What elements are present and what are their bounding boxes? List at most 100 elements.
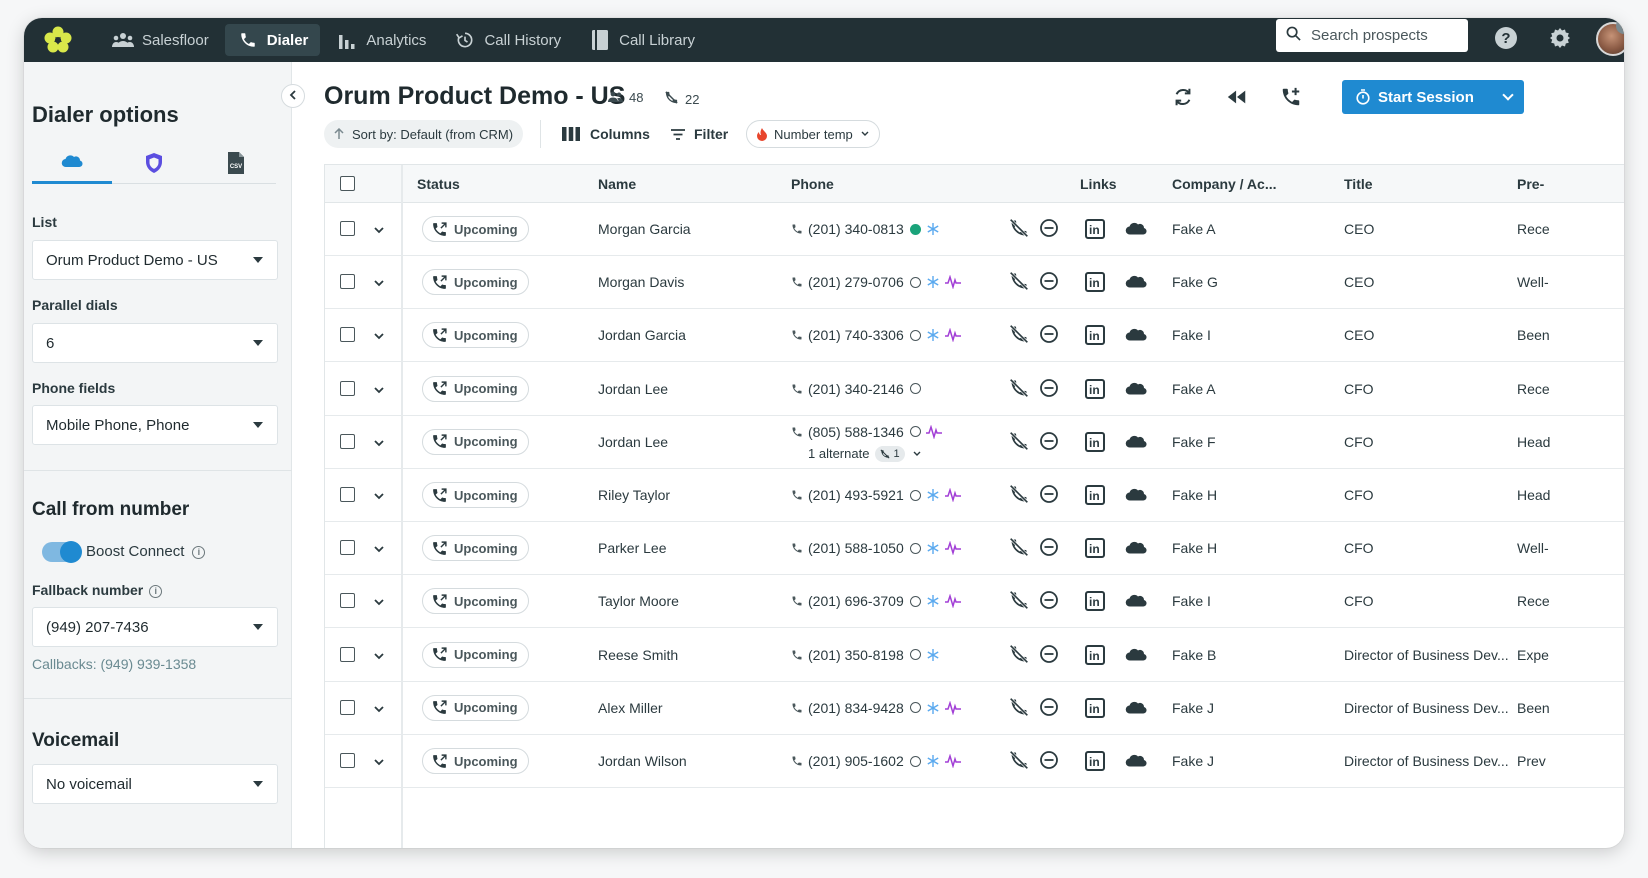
header-company[interactable]: Company / Ac... <box>1172 176 1277 192</box>
select-all-checkbox[interactable] <box>340 176 355 191</box>
info-icon[interactable]: i <box>149 584 163 598</box>
nav-salesfloor[interactable]: Salesfloor <box>100 24 221 56</box>
chevron-down-icon[interactable] <box>373 595 385 607</box>
salesforce-cloud-icon[interactable] <box>1125 221 1147 237</box>
info-icon[interactable]: i <box>192 545 206 559</box>
orum-logo-icon[interactable] <box>38 25 78 55</box>
phone-number[interactable]: (805) 588-1346 <box>791 424 942 440</box>
skip-icon[interactable] <box>1039 324 1061 346</box>
do-not-call-icon[interactable] <box>1009 750 1031 772</box>
row-checkbox[interactable] <box>340 593 355 609</box>
company-name[interactable]: Fake F <box>1172 433 1216 450</box>
salesforce-cloud-icon[interactable] <box>1125 434 1147 450</box>
phone-number[interactable]: (201) 696-3709 <box>791 593 961 609</box>
company-name[interactable]: Fake H <box>1172 540 1218 557</box>
company-name[interactable]: Fake I <box>1172 593 1211 610</box>
header-title[interactable]: Title <box>1344 176 1373 192</box>
help-icon[interactable]: ? <box>1494 26 1518 50</box>
phone-number[interactable]: (201) 740-3306 <box>791 327 961 343</box>
salesforce-cloud-icon[interactable] <box>1125 753 1147 769</box>
do-not-call-icon[interactable] <box>1009 590 1031 612</box>
list-select[interactable]: Orum Product Demo - US <box>32 240 278 280</box>
do-not-call-icon[interactable] <box>1009 537 1031 559</box>
do-not-call-icon[interactable] <box>1009 484 1031 506</box>
phone-number[interactable]: (201) 279-0706 <box>791 274 961 290</box>
prospect-name[interactable]: Jordan Lee <box>598 433 669 450</box>
salesforce-cloud-icon[interactable] <box>1125 700 1147 716</box>
chevron-down-icon[interactable] <box>373 436 385 448</box>
table-row[interactable]: Upcoming Riley Taylor (201) 493-5921 in Fake… <box>325 469 1624 522</box>
do-not-call-icon[interactable] <box>1009 324 1031 346</box>
do-not-call-icon[interactable] <box>1009 271 1031 293</box>
prospect-name[interactable]: Jordan Wilson <box>598 753 687 769</box>
status-badge[interactable]: Upcoming <box>422 641 529 668</box>
table-row[interactable]: Upcoming Jordan Lee (201) 340-2146 in Fake A… <box>325 362 1624 416</box>
header-name[interactable]: Name <box>598 176 637 192</box>
prospect-name[interactable]: Morgan Davis <box>598 274 685 291</box>
linkedin-icon[interactable]: in <box>1085 431 1105 452</box>
refresh-icon[interactable] <box>1172 86 1196 110</box>
phone-number[interactable]: (201) 493-5921 <box>791 487 961 503</box>
company-name[interactable]: Fake I <box>1172 327 1211 344</box>
do-not-call-icon[interactable] <box>1009 218 1031 240</box>
salesforce-cloud-icon[interactable] <box>1125 540 1147 556</box>
status-badge[interactable]: Upcoming <box>422 269 529 296</box>
table-row[interactable]: Upcoming Jordan Wilson (201) 905-1602 in Fak… <box>325 735 1624 788</box>
company-name[interactable]: Fake B <box>1172 646 1217 663</box>
table-row[interactable]: Upcoming Parker Lee (201) 588-1050 in Fake H… <box>325 522 1624 576</box>
row-checkbox[interactable] <box>340 221 355 236</box>
phone-number[interactable]: (201) 340-2146 <box>791 381 921 397</box>
chevron-down-icon[interactable] <box>373 223 385 235</box>
phone-fields-select[interactable]: Mobile Phone, Phone <box>32 405 278 445</box>
phone-number[interactable]: (201) 340-0813 <box>791 221 940 237</box>
header-links[interactable]: Links <box>1080 176 1117 192</box>
company-name[interactable]: Fake J <box>1172 753 1215 769</box>
voicemail-select[interactable]: No voicemail <box>32 764 278 804</box>
start-session-button[interactable]: Start Session <box>1342 80 1524 114</box>
linkedin-icon[interactable]: in <box>1085 219 1105 239</box>
salesforce-cloud-icon[interactable] <box>1125 327 1147 343</box>
table-row[interactable]: Upcoming Alex Miller (201) 834-9428 in Fake … <box>325 681 1624 735</box>
header-phone[interactable]: Phone <box>791 176 834 192</box>
table-row[interactable]: Upcoming Reese Smith (201) 350-8198 in Fake … <box>325 628 1624 682</box>
chevron-down-icon[interactable] <box>373 276 385 288</box>
table-row[interactable]: Upcoming Jordan Garcia (201) 740-3306 in Fak… <box>325 309 1624 363</box>
collapse-sidebar-button[interactable] <box>281 84 305 108</box>
company-name[interactable]: Fake A <box>1172 221 1216 237</box>
company-name[interactable]: Fake J <box>1172 699 1215 716</box>
row-checkbox[interactable] <box>340 487 355 502</box>
status-badge[interactable]: Upcoming <box>422 375 529 402</box>
row-checkbox[interactable] <box>340 274 355 290</box>
row-checkbox[interactable] <box>340 753 355 768</box>
do-not-call-icon[interactable] <box>1009 378 1031 400</box>
skip-icon[interactable] <box>1039 431 1061 453</box>
nav-call-history[interactable]: Call History <box>442 24 573 56</box>
salesforce-cloud-icon[interactable] <box>1125 381 1147 397</box>
prospect-name[interactable]: Alex Miller <box>598 699 663 716</box>
phone-number[interactable]: (201) 905-1602 <box>791 753 961 769</box>
search-input[interactable] <box>1309 26 1459 45</box>
skip-icon[interactable] <box>1039 218 1061 240</box>
row-checkbox[interactable] <box>340 646 355 662</box>
number-temp-filter[interactable]: Number temp <box>746 120 880 148</box>
tab-salesforce[interactable] <box>32 146 112 184</box>
row-checkbox[interactable] <box>340 327 355 343</box>
phone-number[interactable]: (201) 588-1050 <box>791 540 961 556</box>
columns-button[interactable]: Columns <box>562 123 650 145</box>
linkedin-icon[interactable]: in <box>1085 591 1105 612</box>
nav-call-library[interactable]: Call Library <box>577 24 707 56</box>
chevron-down-icon[interactable] <box>373 542 385 554</box>
linkedin-icon[interactable]: in <box>1085 644 1105 665</box>
status-badge[interactable]: Upcoming <box>422 428 529 455</box>
linkedin-icon[interactable]: in <box>1085 485 1105 505</box>
row-checkbox[interactable] <box>340 433 355 449</box>
linkedin-icon[interactable]: in <box>1085 378 1105 399</box>
nav-dialer[interactable]: Dialer <box>224 24 321 56</box>
nav-analytics[interactable]: Analytics <box>324 24 438 56</box>
prospect-name[interactable]: Morgan Garcia <box>598 221 691 237</box>
prospect-name[interactable]: Jordan Lee <box>598 380 669 397</box>
table-row[interactable]: Upcoming Jordan Lee (805) 588-1346 1 altern… <box>325 415 1624 469</box>
prospect-name[interactable]: Taylor Moore <box>598 593 679 610</box>
company-name[interactable]: Fake A <box>1172 380 1216 397</box>
chevron-down-icon[interactable] <box>373 383 385 395</box>
